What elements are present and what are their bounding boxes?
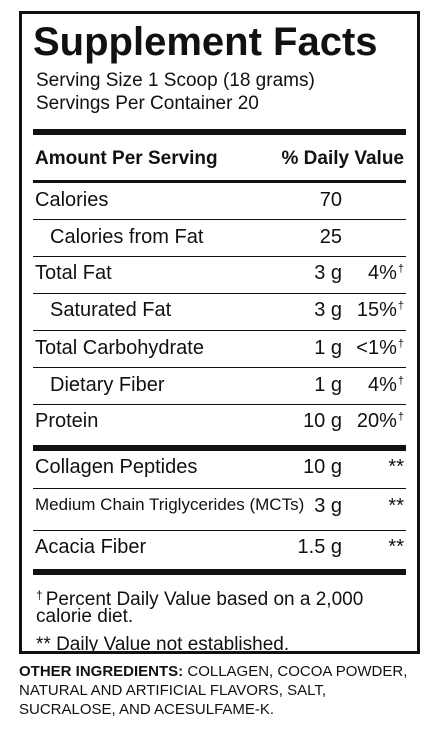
nutrient-dv: **	[388, 536, 404, 558]
nutrient-dv: 4%†	[367, 262, 404, 284]
nutrient-name: Calories	[35, 189, 109, 211]
footnote-dv-continued: calorie diet.	[36, 606, 134, 627]
nutrient-dv: 4%†	[367, 374, 404, 396]
servings-per-container: Servings Per Container 20	[36, 93, 259, 114]
nutrient-dv: <1%†	[356, 337, 404, 359]
nutrient-amount: 3 g	[314, 495, 342, 517]
row-divider	[33, 219, 406, 220]
nutrient-amount: 10 g	[303, 410, 342, 432]
thick-divider-bottom	[33, 569, 406, 575]
nutrient-amount: 1 g	[314, 374, 342, 396]
nutrient-name: Total Fat	[35, 262, 112, 284]
footnote-not-established: ** Daily Value not established.	[36, 634, 290, 655]
row-divider	[33, 293, 406, 294]
other-ingredients: OTHER INGREDIENTS: COLLAGEN, COCOA POWDE…	[19, 662, 419, 719]
nutrient-amount: 3 g	[314, 262, 342, 284]
nutrient-name: Total Carbohydrate	[35, 337, 204, 359]
nutrient-dv: 20%†	[356, 410, 404, 432]
nutrient-name: Dietary Fiber	[50, 374, 165, 396]
ingredients-heading: OTHER INGREDIENTS:	[19, 663, 184, 680]
row-divider	[33, 256, 406, 257]
nutrient-dv: **	[388, 456, 404, 478]
nutrient-name: Saturated Fat	[50, 299, 172, 321]
nutrient-dv: **	[388, 495, 404, 517]
nutrient-amount: 25	[319, 226, 342, 248]
row-divider	[33, 330, 406, 331]
thick-divider-middle	[33, 445, 406, 451]
nutrient-name: Protein	[35, 410, 99, 432]
ingredients-text: COLLAGEN, COCOA POWDER, NATURAL AND ARTI…	[19, 663, 408, 718]
header-divider	[33, 180, 406, 183]
nutrient-amount: 3 g	[314, 299, 342, 321]
row-divider	[33, 488, 406, 489]
nutrient-name: Calories from Fat	[50, 226, 204, 248]
footnote-dv: † Percent Daily Value based on a 2,000	[36, 588, 364, 610]
nutrient-name: Collagen Peptides	[35, 456, 198, 478]
nutrient-amount: 70	[319, 189, 342, 211]
nutrient-amount: 1.5 g	[297, 536, 342, 558]
label-title: Supplement Facts	[33, 20, 378, 64]
nutrient-name: Medium Chain Triglycerides (MCTs)	[35, 495, 305, 514]
supplement-facts-panel: Supplement Facts Serving Size 1 Scoop (1…	[19, 11, 420, 655]
thick-divider-top	[33, 129, 406, 135]
nutrient-amount: 1 g	[314, 337, 342, 359]
nutrient-dv: 15%†	[356, 299, 404, 321]
nutrient-name: Acacia Fiber	[35, 536, 147, 558]
row-divider	[33, 367, 406, 368]
header-amount: Amount Per Serving	[35, 148, 218, 169]
row-divider	[33, 404, 406, 405]
nutrient-amount: 10 g	[303, 456, 342, 478]
header-daily-value: % Daily Value	[281, 148, 404, 169]
serving-size: Serving Size 1 Scoop (18 grams)	[36, 70, 315, 91]
row-divider	[33, 530, 406, 531]
